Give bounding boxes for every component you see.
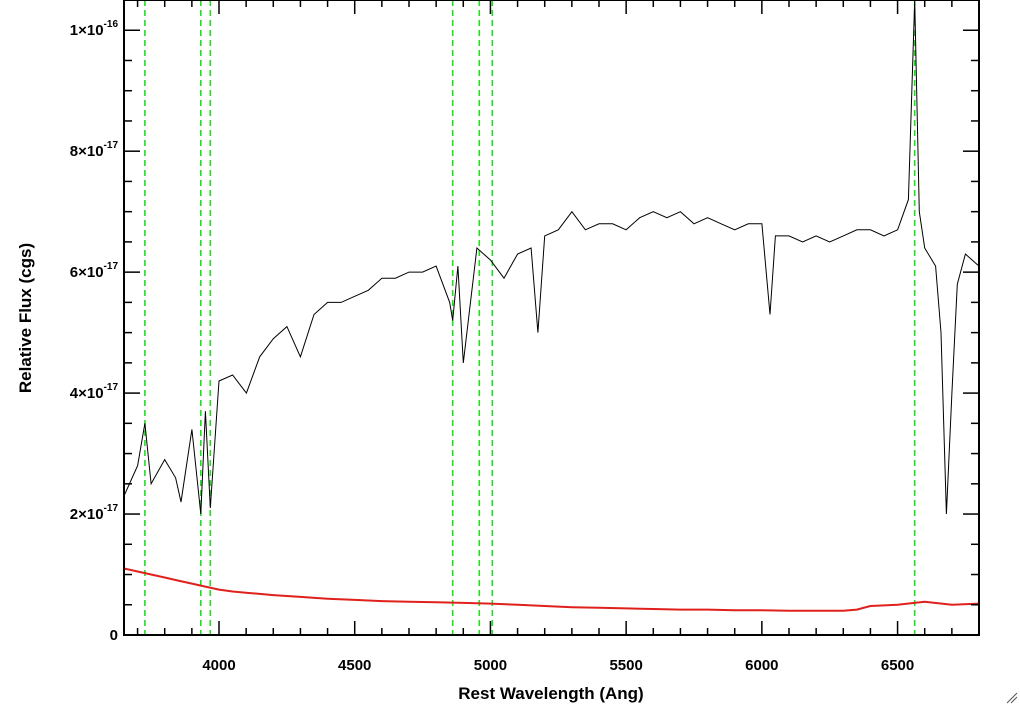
y-tick-label: 8×10-17 bbox=[70, 140, 119, 160]
x-tick-label: 4500 bbox=[338, 657, 371, 674]
emission-line-markers bbox=[144, 0, 916, 635]
y-tick-label: 6×10-17 bbox=[70, 261, 119, 281]
x-tick-label: 6500 bbox=[881, 657, 914, 674]
series-1-line bbox=[123, 567, 980, 612]
x-tick-label: 5500 bbox=[609, 657, 642, 674]
x-tick-label: 4000 bbox=[202, 657, 235, 674]
y-tick-label: 0 bbox=[110, 627, 118, 644]
y-tick-label: 2×10-17 bbox=[70, 503, 119, 523]
series-0-line bbox=[123, 0, 980, 515]
x-axis-title: Rest Wavelength (Ang) bbox=[458, 684, 643, 703]
axes bbox=[123, 0, 980, 636]
y-axis-title: Relative Flux (cgs) bbox=[16, 243, 35, 393]
plot-frame bbox=[123, 0, 980, 636]
tick-labels: 4000 4500 5000 5500 6000 6500 0 2×10-17 4×10-17 6… bbox=[70, 19, 915, 674]
y-tick-label: 1×10-16 bbox=[70, 19, 119, 39]
y-tick-label: 4×10-17 bbox=[70, 382, 119, 402]
x-tick-label: 6000 bbox=[745, 657, 778, 674]
resize-grip-icon[interactable] bbox=[1006, 692, 1018, 704]
series-lines bbox=[123, 0, 980, 612]
x-tick-label: 5000 bbox=[474, 657, 507, 674]
